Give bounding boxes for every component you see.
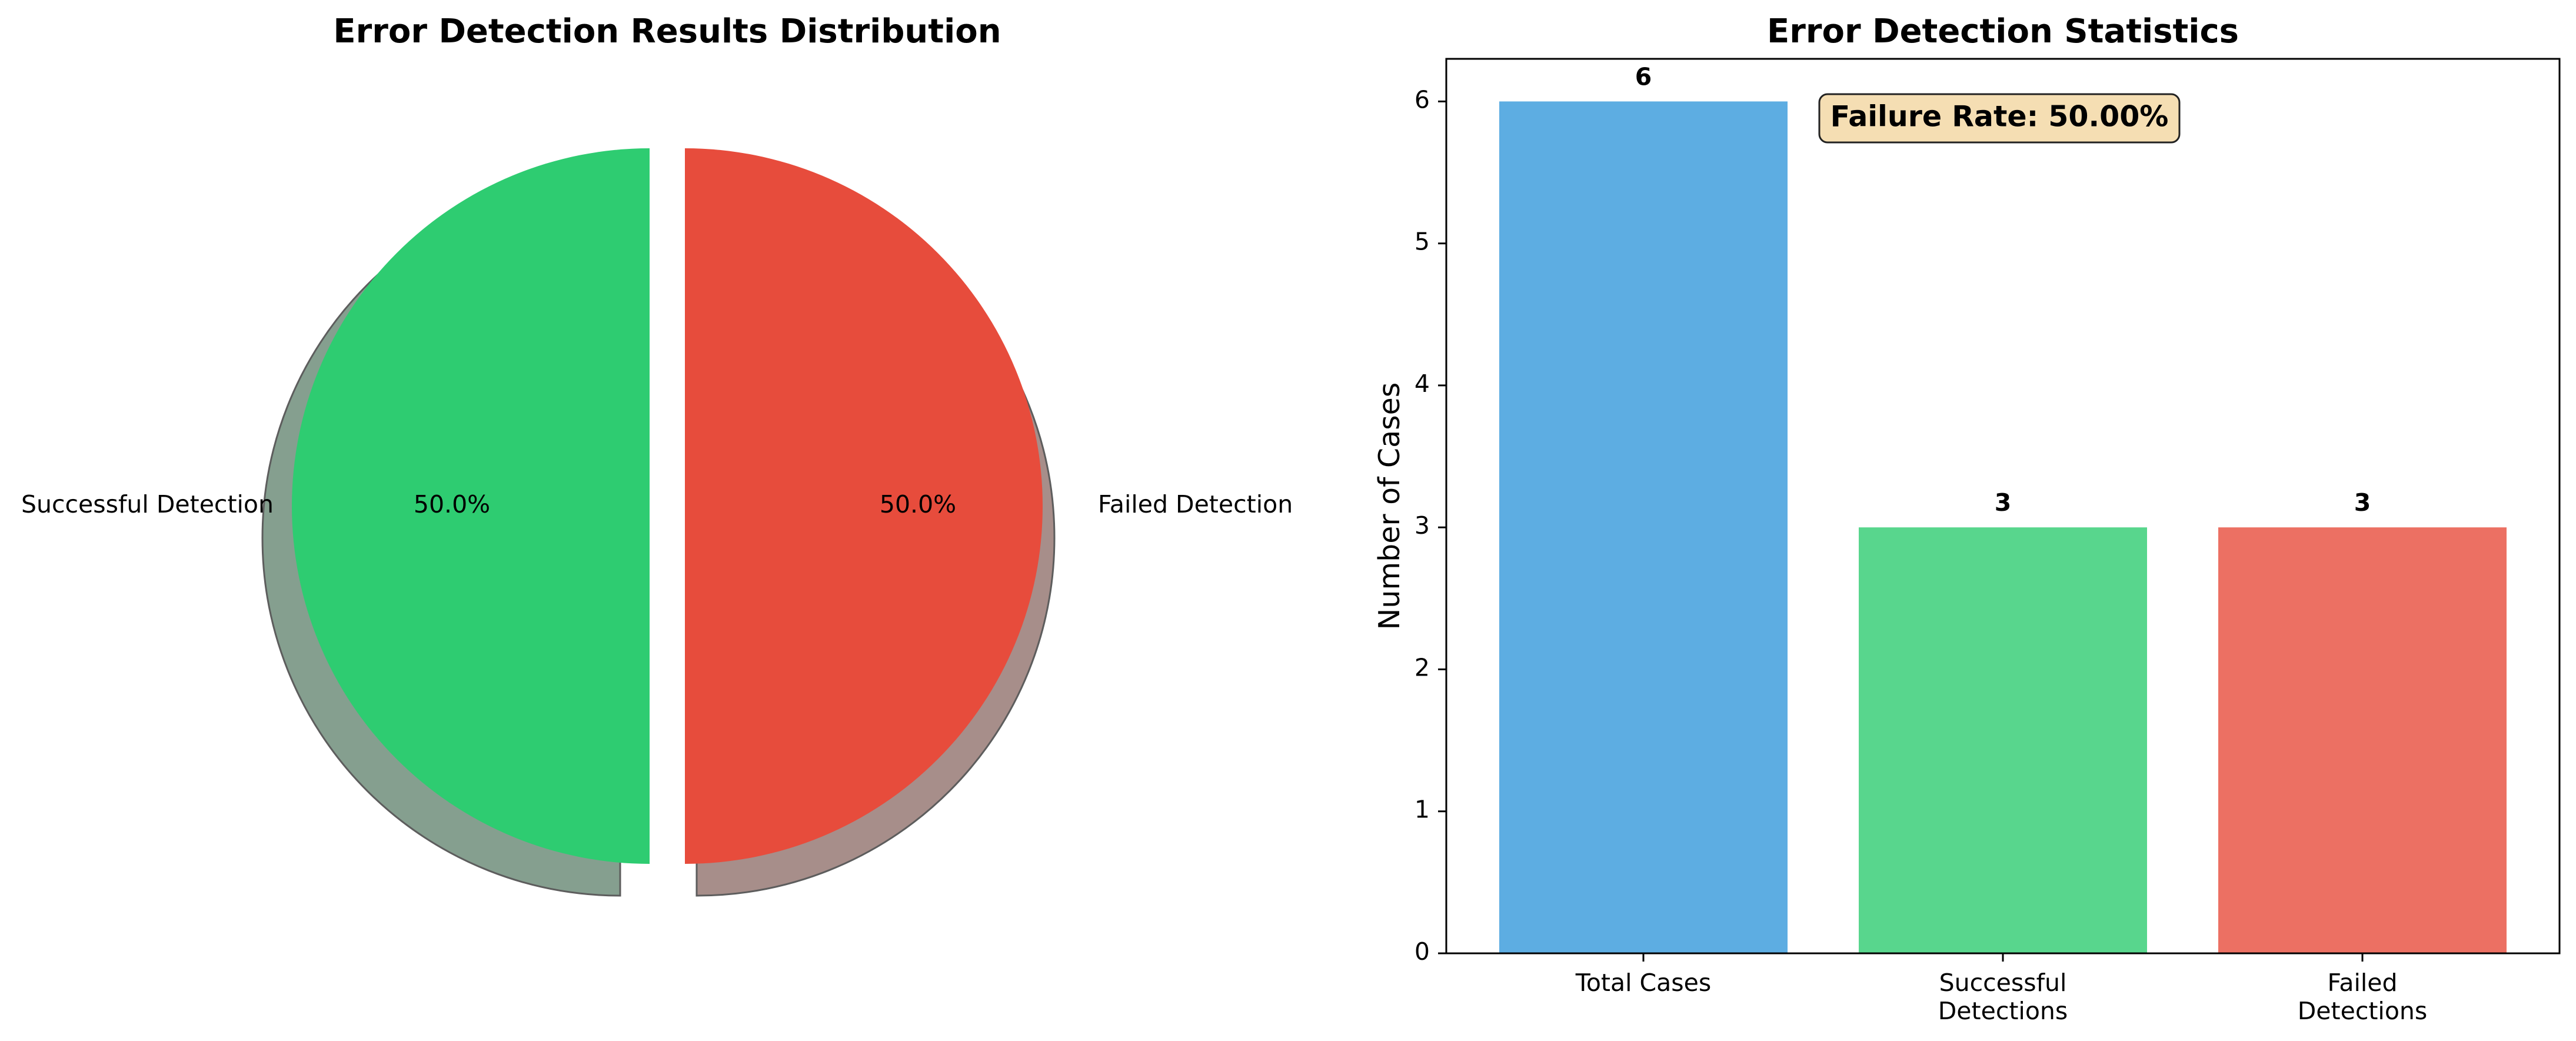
bar [2218, 527, 2507, 953]
pie-slice-label: Successful Detection [21, 490, 274, 518]
bar-value-label: 3 [2354, 488, 2371, 517]
pie-chart-title: Error Detection Results Distribution [333, 12, 1001, 51]
bar [1859, 527, 2147, 953]
pie-chart: Error Detection Results Distribution Suc… [21, 12, 1293, 897]
pie-slice [292, 148, 650, 864]
pie-slice-label: Failed Detection [1098, 490, 1293, 518]
pie-slices [292, 148, 1043, 864]
bar-plot-area: 6 3 3 0 1 2 3 4 5 6 Total Cases Successful Detection… [1415, 58, 2561, 1025]
y-tick-label: 5 [1415, 228, 1430, 256]
bar-value-label: 6 [1635, 62, 1652, 91]
y-tick-label: 2 [1415, 653, 1430, 681]
y-tick-label: 1 [1415, 796, 1430, 824]
bar-value-label: 3 [1995, 488, 2012, 517]
y-tick-label: 4 [1415, 370, 1430, 398]
bar-chart-title: Error Detection Statistics [1767, 12, 2239, 51]
x-tick-label: Successful Detections [1938, 969, 2068, 1025]
y-tick-label: 3 [1415, 511, 1430, 540]
annotation-box [1818, 93, 2181, 144]
pie-slice-percent: 50.0% [414, 490, 490, 518]
bar [1499, 101, 1788, 953]
annotation-text: Failure Rate: 50.00% [1831, 100, 2169, 134]
x-tick-label: Total Cases [1575, 969, 1712, 997]
y-tick-label: 0 [1415, 937, 1430, 966]
y-axis-label: Number of Cases [1373, 383, 1406, 630]
bar-chart: Error Detection Statistics 6 3 3 0 1 2 3 4 5 6 Tot… [1373, 12, 2561, 1025]
x-tick-label: Failed Detections [2298, 969, 2428, 1025]
y-tick-label: 6 [1415, 85, 1430, 114]
pie-slice [685, 148, 1043, 864]
pie-slice-percent: 50.0% [880, 490, 956, 518]
failure-rate-annotation: Failure Rate: 50.00% [1818, 93, 2181, 144]
